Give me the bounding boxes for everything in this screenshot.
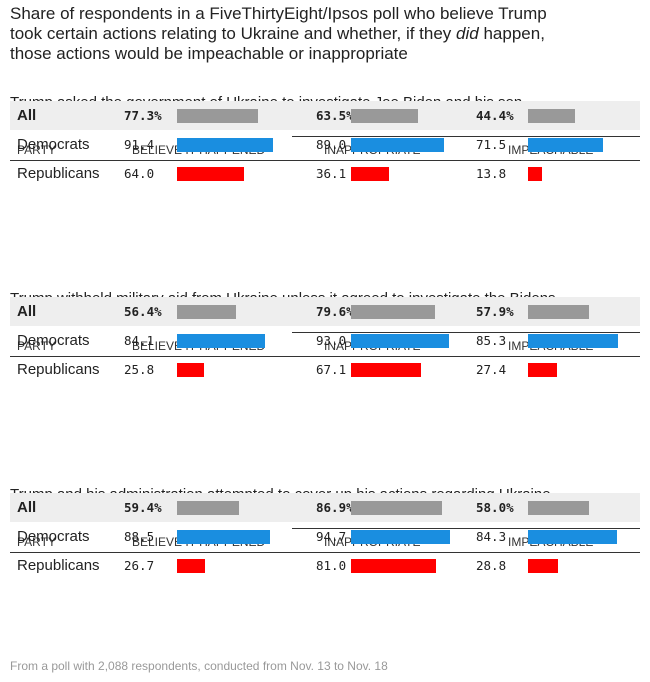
data-label-inappropriate: 63.5% — [316, 108, 354, 123]
data-label-impeachable: 28.8 — [476, 558, 507, 573]
data-label-believe: 84.1 — [124, 333, 155, 348]
bar-impeachable — [528, 363, 557, 377]
bar-believe — [177, 305, 236, 319]
bar-impeachable — [528, 530, 617, 544]
party-label: All — [17, 499, 37, 516]
title-line-2: took certain actions relating to Ukraine… — [10, 24, 640, 44]
bar-believe — [177, 363, 204, 377]
bar-inappropriate — [351, 305, 435, 319]
question-section-1: Trump asked the government of Ukraine to… — [10, 94, 640, 254]
bar-impeachable — [528, 501, 589, 515]
bar-inappropriate — [351, 363, 421, 377]
data-label-impeachable: 58.0% — [476, 500, 514, 515]
data-label-believe: 26.7 — [124, 558, 155, 573]
data-label-believe: 88.5 — [124, 529, 155, 544]
party-label: Republicans — [17, 557, 100, 574]
title-line-3: those actions would be impeachable or in… — [10, 44, 408, 63]
title-emphasis: did — [456, 24, 479, 43]
title-line-2-end: happen, — [483, 24, 545, 43]
bar-believe — [177, 167, 244, 181]
table-row-republicans: Republicans 26.7 81.0 28.8 — [10, 551, 640, 580]
bar-impeachable — [528, 167, 542, 181]
bar-impeachable — [528, 109, 575, 123]
header-rule — [10, 356, 640, 357]
party-label: All — [17, 107, 37, 124]
bar-inappropriate — [351, 501, 442, 515]
column-header-party: PARTY — [17, 535, 56, 549]
table-row-democrats: Democrats 84.1 93.0 85.3 — [10, 326, 640, 355]
party-label: Democrats — [17, 528, 90, 545]
header-rule — [10, 552, 640, 553]
party-label: Democrats — [17, 332, 90, 349]
data-label-believe: 25.8 — [124, 362, 155, 377]
data-label-inappropriate: 93.0 — [316, 333, 347, 348]
bar-inappropriate — [351, 530, 450, 544]
party-label: All — [17, 303, 37, 320]
title-line-1: Share of respondents in a FiveThirtyEigh… — [10, 4, 547, 23]
data-label-believe: 56.4% — [124, 304, 162, 319]
table-row-all: All 59.4% 86.9% 58.0% — [10, 493, 640, 522]
footer-note: From a poll with 2,088 respondents, cond… — [10, 659, 388, 673]
data-label-impeachable: 85.3 — [476, 333, 507, 348]
bar-believe — [177, 138, 273, 152]
chart-title: Share of respondents in a FiveThirtyEigh… — [10, 4, 640, 64]
table-row-republicans: Republicans 64.0 36.1 13.8 — [10, 159, 640, 188]
data-label-inappropriate: 36.1 — [316, 166, 347, 181]
data-label-believe: 64.0 — [124, 166, 155, 181]
party-label: Democrats — [17, 136, 90, 153]
data-label-impeachable: 57.9% — [476, 304, 514, 319]
data-label-impeachable: 84.3 — [476, 529, 507, 544]
bar-impeachable — [528, 138, 603, 152]
party-label: Republicans — [17, 361, 100, 378]
bar-impeachable — [528, 559, 558, 573]
subheading-rule — [292, 332, 640, 333]
table-row-republicans: Republicans 25.8 67.1 27.4 — [10, 355, 640, 384]
column-header-party: PARTY — [17, 143, 56, 157]
subheading-rule — [292, 136, 640, 137]
bar-inappropriate — [351, 559, 436, 573]
bar-inappropriate — [351, 109, 418, 123]
question-section-3: Trump and his administration attempted t… — [10, 486, 640, 646]
table-row-all: All 77.3% 63.5% 44.4% — [10, 101, 640, 130]
table-row-democrats: Democrats 88.5 94.7 84.3 — [10, 522, 640, 551]
data-label-impeachable: 44.4% — [476, 108, 514, 123]
data-label-impeachable: 13.8 — [476, 166, 507, 181]
bar-inappropriate — [351, 167, 389, 181]
bar-inappropriate — [351, 138, 444, 152]
bar-impeachable — [528, 334, 618, 348]
bar-believe — [177, 501, 239, 515]
bar-believe — [177, 109, 258, 123]
bar-inappropriate — [351, 334, 449, 348]
title-line-2-text: took certain actions relating to Ukraine… — [10, 24, 452, 43]
header-rule — [10, 160, 640, 161]
party-label: Republicans — [17, 165, 100, 182]
bar-impeachable — [528, 305, 589, 319]
question-section-2: Trump withheld military aid from Ukraine… — [10, 290, 640, 450]
data-label-inappropriate: 86.9% — [316, 500, 354, 515]
data-label-believe: 59.4% — [124, 500, 162, 515]
bar-believe — [177, 559, 205, 573]
subheading-rule — [292, 528, 640, 529]
table-row-democrats: Democrats 91.4 89.0 71.5 — [10, 130, 640, 159]
data-label-impeachable: 71.5 — [476, 137, 507, 152]
data-label-impeachable: 27.4 — [476, 362, 507, 377]
data-label-inappropriate: 81.0 — [316, 558, 347, 573]
column-header-party: PARTY — [17, 339, 56, 353]
bar-believe — [177, 334, 265, 348]
data-label-inappropriate: 94.7 — [316, 529, 347, 544]
bar-believe — [177, 530, 270, 544]
data-label-inappropriate: 67.1 — [316, 362, 347, 377]
data-label-believe: 77.3% — [124, 108, 162, 123]
data-label-inappropriate: 89.0 — [316, 137, 347, 152]
data-label-inappropriate: 79.6% — [316, 304, 354, 319]
table-row-all: All 56.4% 79.6% 57.9% — [10, 297, 640, 326]
data-label-believe: 91.4 — [124, 137, 155, 152]
